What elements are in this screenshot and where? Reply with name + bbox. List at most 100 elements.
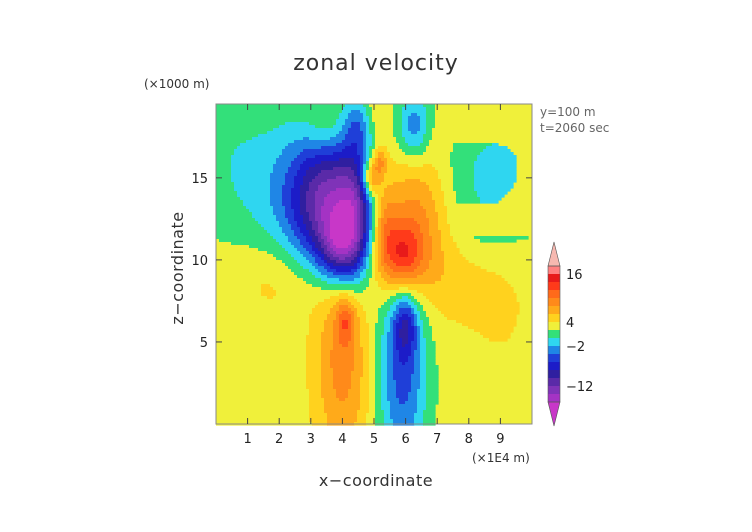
heatmap-cell xyxy=(285,233,295,237)
heatmap-cell xyxy=(381,254,385,258)
heatmap-cell xyxy=(393,329,397,333)
heatmap-cell xyxy=(372,236,376,240)
colorbar-segment xyxy=(548,378,560,387)
heatmap-cell xyxy=(375,335,382,339)
heatmap-cell xyxy=(408,320,412,324)
heatmap-cell xyxy=(375,218,379,222)
heatmap-cell xyxy=(216,260,283,264)
x-tick-label: 4 xyxy=(338,432,346,447)
heatmap-cell xyxy=(366,416,376,420)
heatmap-cell xyxy=(387,248,397,252)
heatmap-cell xyxy=(402,119,409,123)
heatmap-cell xyxy=(354,317,361,321)
heatmap-cell xyxy=(216,356,307,360)
heatmap-cell xyxy=(369,200,373,204)
heatmap-cell xyxy=(441,185,454,189)
heatmap-cell xyxy=(360,383,370,387)
heatmap-cell xyxy=(216,242,232,246)
heatmap-cell xyxy=(369,395,376,399)
heatmap-cell xyxy=(369,257,373,261)
heatmap-cell xyxy=(231,167,274,171)
colorbar-segment xyxy=(548,394,560,403)
heatmap-cell xyxy=(369,203,373,207)
heatmap-cell xyxy=(318,173,355,177)
heatmap-cell xyxy=(336,245,349,249)
heatmap-cell xyxy=(336,134,346,138)
heatmap-cell xyxy=(375,134,394,138)
heatmap-cell xyxy=(330,356,355,360)
heatmap-cell xyxy=(357,182,361,186)
heatmap-cell xyxy=(384,242,388,246)
heatmap-cell xyxy=(435,107,460,111)
heatmap-cell xyxy=(417,266,430,270)
heatmap-cell xyxy=(321,347,334,351)
heatmap-cell xyxy=(372,119,394,123)
heatmap-cell xyxy=(426,269,445,273)
heatmap-cell xyxy=(333,383,352,387)
heatmap-cell xyxy=(342,149,358,153)
x-unit-label: (×1E4 m) xyxy=(472,451,530,465)
heatmap-cell xyxy=(420,179,442,183)
heatmap-cell xyxy=(423,248,433,252)
heatmap-cell xyxy=(402,116,409,120)
heatmap-cell xyxy=(390,257,415,261)
heatmap-cell xyxy=(396,344,403,348)
heatmap-cell xyxy=(312,248,319,252)
heatmap-cell xyxy=(402,134,424,138)
heatmap-cell xyxy=(216,410,310,414)
heatmap-cell xyxy=(369,332,376,336)
heatmap-cell xyxy=(426,128,433,132)
heatmap-cell xyxy=(354,290,364,294)
heatmap-cell xyxy=(417,245,424,249)
heatmap-cell xyxy=(360,248,364,252)
heatmap-cell xyxy=(354,209,358,213)
heatmap-cell xyxy=(288,143,337,147)
heatmap-cell xyxy=(357,221,361,225)
heatmap-cell xyxy=(366,194,370,198)
heatmap-cell xyxy=(351,338,355,342)
heatmap-cell xyxy=(357,194,361,198)
heatmap-cell xyxy=(468,326,514,330)
heatmap-cell xyxy=(366,164,370,168)
heatmap-cell xyxy=(420,344,427,348)
heatmap-cell xyxy=(363,149,367,153)
heatmap-cell xyxy=(423,308,439,312)
heatmap-cell xyxy=(363,194,367,198)
heatmap-cell xyxy=(369,146,376,150)
heatmap-cell xyxy=(348,131,364,135)
heatmap-cell xyxy=(324,197,355,201)
heatmap-cell xyxy=(375,137,397,141)
heatmap-cell xyxy=(309,332,322,336)
heatmap-cell xyxy=(369,212,373,216)
heatmap-cell xyxy=(411,374,421,378)
heatmap-cell xyxy=(366,170,370,174)
heatmap-cell xyxy=(309,269,319,273)
heatmap-cell xyxy=(378,218,382,222)
heatmap-cell xyxy=(363,119,370,123)
heatmap-cell xyxy=(411,293,424,297)
heatmap-cell xyxy=(372,212,376,216)
heatmap-cell xyxy=(357,413,367,417)
heatmap-cell xyxy=(417,407,427,411)
heatmap-cell xyxy=(381,248,385,252)
heatmap-cell xyxy=(330,353,355,357)
heatmap-cell xyxy=(288,170,298,174)
heatmap-cell xyxy=(363,305,382,309)
heatmap-cell xyxy=(270,188,283,192)
heatmap-cell xyxy=(393,347,397,351)
heatmap-cell xyxy=(402,341,409,345)
heatmap-cell xyxy=(387,374,394,378)
heatmap-cell xyxy=(357,149,364,153)
heatmap-cell xyxy=(354,263,358,267)
heatmap-cell xyxy=(315,125,334,129)
heatmap-cell xyxy=(321,242,325,246)
heatmap-cell xyxy=(360,341,370,345)
heatmap-cell xyxy=(315,305,334,309)
heatmap-cell xyxy=(384,410,391,414)
heatmap-cell xyxy=(378,311,388,315)
heatmap-cell xyxy=(417,254,424,258)
heatmap-cell xyxy=(216,212,253,216)
heatmap-cell xyxy=(309,185,319,189)
heatmap-cell xyxy=(384,209,427,213)
heatmap-cell xyxy=(375,329,385,333)
